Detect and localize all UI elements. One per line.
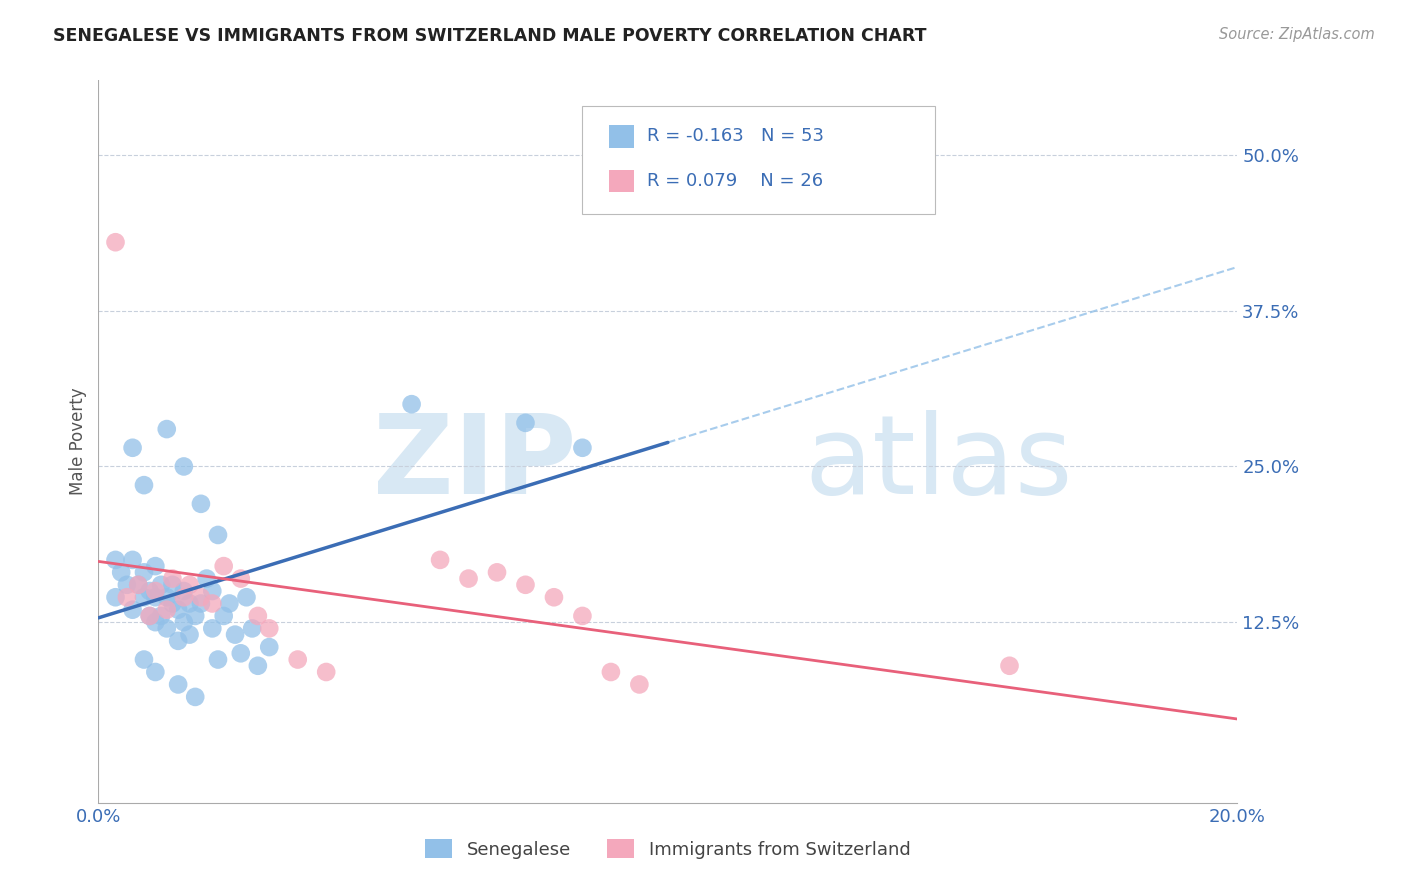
Point: [173, 459, 195, 474]
Point: [401, 397, 423, 411]
Point: [173, 615, 195, 630]
Point: [167, 603, 190, 617]
Text: R = 0.079    N = 26: R = 0.079 N = 26: [647, 172, 824, 190]
Point: [145, 591, 167, 605]
Point: [162, 597, 184, 611]
Point: [138, 584, 160, 599]
FancyBboxPatch shape: [609, 169, 634, 192]
Point: [246, 658, 269, 673]
Point: [190, 497, 212, 511]
Point: [543, 591, 565, 605]
Point: [145, 665, 167, 679]
Point: [173, 584, 195, 599]
Point: [179, 578, 201, 592]
Point: [259, 640, 281, 654]
Point: [145, 559, 167, 574]
Point: [115, 591, 138, 605]
Point: [184, 609, 207, 624]
Point: [240, 621, 263, 635]
Point: [162, 578, 184, 592]
Point: [138, 609, 160, 624]
Point: [132, 478, 155, 492]
Point: [201, 621, 224, 635]
Point: [195, 572, 218, 586]
Point: [156, 603, 179, 617]
Point: [184, 690, 207, 704]
Point: [212, 559, 235, 574]
Y-axis label: Male Poverty: Male Poverty: [69, 388, 87, 495]
Point: [162, 572, 184, 586]
Text: ZIP: ZIP: [374, 409, 576, 516]
Point: [138, 609, 160, 624]
Point: [515, 416, 537, 430]
Point: [132, 652, 155, 666]
Point: [156, 422, 179, 436]
Point: [127, 578, 149, 592]
Point: [110, 566, 132, 580]
Point: [287, 652, 309, 666]
Point: [207, 652, 229, 666]
Point: [246, 609, 269, 624]
Point: [515, 578, 537, 592]
Point: [167, 677, 190, 691]
FancyBboxPatch shape: [609, 126, 634, 147]
Point: [173, 591, 195, 605]
Point: [235, 591, 257, 605]
Point: [121, 441, 143, 455]
Point: [628, 677, 651, 691]
Point: [121, 603, 143, 617]
Text: SENEGALESE VS IMMIGRANTS FROM SWITZERLAND MALE POVERTY CORRELATION CHART: SENEGALESE VS IMMIGRANTS FROM SWITZERLAN…: [53, 27, 927, 45]
Point: [486, 566, 509, 580]
Point: [179, 627, 201, 641]
Point: [150, 609, 173, 624]
Point: [229, 572, 252, 586]
Text: Source: ZipAtlas.com: Source: ZipAtlas.com: [1219, 27, 1375, 42]
Point: [150, 578, 173, 592]
Point: [104, 553, 127, 567]
Text: atlas: atlas: [804, 409, 1073, 516]
Point: [190, 597, 212, 611]
Text: R = -0.163   N = 53: R = -0.163 N = 53: [647, 128, 824, 145]
Point: [207, 528, 229, 542]
Point: [571, 609, 593, 624]
Point: [600, 665, 623, 679]
Point: [190, 591, 212, 605]
Point: [315, 665, 337, 679]
Point: [224, 627, 246, 641]
Point: [218, 597, 240, 611]
Point: [259, 621, 281, 635]
Point: [156, 621, 179, 635]
Point: [212, 609, 235, 624]
Point: [127, 578, 149, 592]
Point: [132, 566, 155, 580]
Point: [571, 441, 593, 455]
Point: [229, 646, 252, 660]
Point: [145, 615, 167, 630]
Point: [145, 584, 167, 599]
FancyBboxPatch shape: [582, 105, 935, 214]
Legend: Senegalese, Immigrants from Switzerland: Senegalese, Immigrants from Switzerland: [425, 839, 911, 859]
Point: [201, 584, 224, 599]
Point: [115, 578, 138, 592]
Point: [104, 235, 127, 250]
Point: [121, 553, 143, 567]
Point: [201, 597, 224, 611]
Point: [167, 633, 190, 648]
Point: [156, 591, 179, 605]
Point: [998, 658, 1021, 673]
Point: [179, 597, 201, 611]
Point: [132, 591, 155, 605]
Point: [457, 572, 479, 586]
Point: [429, 553, 451, 567]
Point: [104, 591, 127, 605]
